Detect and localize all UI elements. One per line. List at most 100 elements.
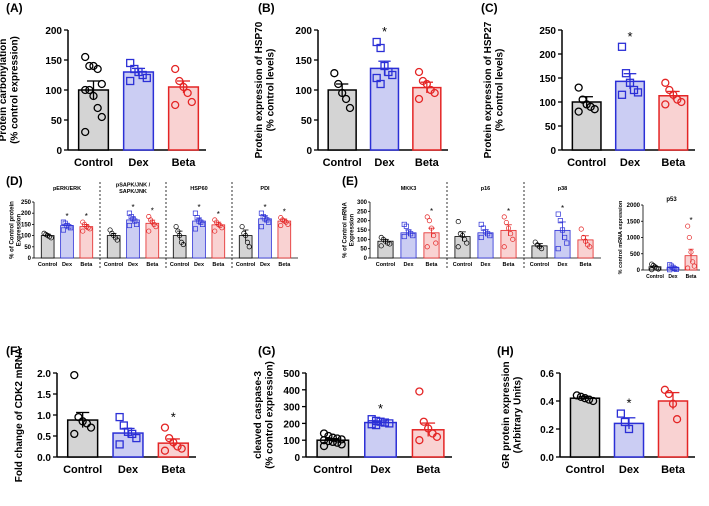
y-tick-label-7-5: 500 <box>283 369 300 380</box>
point-4-1-2-0 <box>501 214 507 220</box>
point-3-2-2-4 <box>219 225 225 231</box>
point-3-0-1-5 <box>60 227 66 233</box>
point-4-1-2-1 <box>503 219 509 226</box>
y-axis-label-5: % control mRNA expression <box>618 200 624 274</box>
y-axis-label-7: cleaved caspase-3(% control expression) <box>253 361 276 469</box>
x-tick-label-4-2-1: Dex <box>557 262 568 268</box>
y-tick-label-2-1: 50 <box>545 122 557 133</box>
point-5-0-0-1 <box>650 262 656 269</box>
point-7-0-2-5 <box>415 436 424 445</box>
point-6-0-0-2 <box>78 417 87 426</box>
point-5-0-2-3 <box>690 259 696 265</box>
point-6-0-1-2 <box>123 427 133 436</box>
point-7-0-1-6 <box>371 420 381 430</box>
y-axis-label-0-line: (% control expression) <box>10 36 21 144</box>
y-tick-label-1-4: 200 <box>295 26 312 37</box>
point-2-0-2-5 <box>661 100 670 109</box>
point-3-3-1-4 <box>266 219 272 225</box>
bar-3-1-1 <box>126 219 140 259</box>
bar-0-0-2 <box>167 86 200 151</box>
y-axis-label-1-line: (% control levels) <box>266 49 277 132</box>
point-3-3-0-0 <box>239 224 245 230</box>
point-4-0-2-4 <box>433 240 439 246</box>
x-tick-label-3-0-0: Control <box>38 262 58 268</box>
panel-label-2: (C) <box>481 1 498 15</box>
y-tick-label-3-1: 50 <box>24 245 31 251</box>
y-axis-label-2: Protein expression of HSP27(% control le… <box>483 21 506 158</box>
y-axis-label-3: % of Control proteinExpression <box>9 201 22 259</box>
bar-8-0-2 <box>657 400 689 458</box>
y-tick-label-5-1: 500 <box>630 252 641 258</box>
y-tick-label-8-1: 0.2 <box>540 425 554 436</box>
y-tick-label-3-5: 250 <box>21 200 32 206</box>
point-1-0-1-1 <box>376 43 385 53</box>
point-3-0-1-0 <box>60 219 66 225</box>
sig-star-3-3-1: * <box>263 203 266 212</box>
point-6-0-0-3 <box>82 419 92 428</box>
point-2-0-2-4 <box>677 97 686 107</box>
y-axis-label-4-line: % of Control mRNA <box>342 202 348 258</box>
point-4-1-2-3 <box>508 231 514 237</box>
y-tick-label-6-3: 1.5 <box>37 390 51 401</box>
point-5-0-1-0 <box>667 262 673 268</box>
sig-star-5-0-2: * <box>689 216 692 225</box>
y-tick-label-8-3: 0.6 <box>540 369 554 380</box>
point-4-0-1-4 <box>410 233 416 239</box>
point-8-0-2-3 <box>672 415 682 424</box>
x-tick-label-3-1-1: Dex <box>128 262 139 268</box>
bar-4-1-1 <box>477 232 494 259</box>
point-3-3-2-5 <box>278 222 284 229</box>
x-tick-label-1-0-1: Dex <box>374 157 395 169</box>
sig-star-3-1-1: * <box>131 203 134 212</box>
point-0-0-0-10 <box>81 127 90 137</box>
point-0-0-0-6 <box>85 85 94 95</box>
x-tick-label-1-0-0: Control <box>323 157 362 169</box>
y-axis-label-0-line: Protein carbonylation <box>0 39 9 142</box>
x-tick-label-3-3-0: Control <box>236 262 256 268</box>
point-2-0-2-1 <box>665 85 674 95</box>
y-axis-label-3-line: % of Control protein <box>9 201 15 259</box>
point-1-0-0-1 <box>334 79 343 89</box>
sig-star-8-0-1: * <box>626 396 631 411</box>
point-5-0-1-3 <box>672 266 678 272</box>
x-tick-label-5-0-2: Beta <box>686 274 697 280</box>
y-tick-label-6-0: 0.0 <box>37 453 51 464</box>
point-3-2-0-4 <box>180 242 186 248</box>
sig-star-3-2-1: * <box>197 203 200 212</box>
point-3-3-0-2 <box>243 233 249 239</box>
y-tick-label-2-4: 200 <box>539 50 556 61</box>
point-4-2-1-1 <box>557 218 563 224</box>
point-5-0-1-4 <box>673 266 679 272</box>
sig-star-4-1-2: * <box>507 207 510 216</box>
y-tick-label-4-4: 200 <box>357 219 368 225</box>
y-tick-label-7-3: 300 <box>283 403 300 414</box>
x-tick-label-3-1-2: Beta <box>146 262 159 268</box>
y-tick-label-4-5: 250 <box>357 209 368 215</box>
x-tick-label-3-0-2: Beta <box>80 262 93 268</box>
bar-3-0-0 <box>40 235 55 259</box>
point-4-0-2-3 <box>431 233 437 239</box>
point-2-0-1-0 <box>617 42 627 51</box>
point-7-0-0-5 <box>319 436 329 445</box>
point-5-0-0-5 <box>649 267 655 273</box>
x-tick-label-0-0-2: Beta <box>172 157 197 169</box>
y-tick-label-0-3: 150 <box>45 56 62 67</box>
point-0-0-2-3 <box>183 88 192 98</box>
y-tick-label-2-0: 0 <box>550 146 556 157</box>
sig-star-3-2-2: * <box>217 210 220 219</box>
x-tick-label-7-0-2: Beta <box>416 464 441 476</box>
point-1-0-2-0 <box>414 67 424 77</box>
point-7-0-2-0 <box>415 387 424 396</box>
point-2-0-2-2 <box>669 90 678 99</box>
point-3-2-0-1 <box>175 228 181 234</box>
point-0-0-0-1 <box>85 61 94 71</box>
point-3-3-1-5 <box>258 224 264 230</box>
point-5-0-2-1 <box>686 234 692 241</box>
point-0-0-0-7 <box>89 91 98 101</box>
group-title-3-3: PDI <box>260 186 270 192</box>
sig-star-3-0-1: * <box>65 212 68 221</box>
point-3-3-1-0 <box>258 210 264 216</box>
point-2-0-1-1 <box>621 69 631 78</box>
x-tick-label-8-0-0: Control <box>565 464 604 476</box>
sig-star-1-0-1: * <box>382 24 387 39</box>
